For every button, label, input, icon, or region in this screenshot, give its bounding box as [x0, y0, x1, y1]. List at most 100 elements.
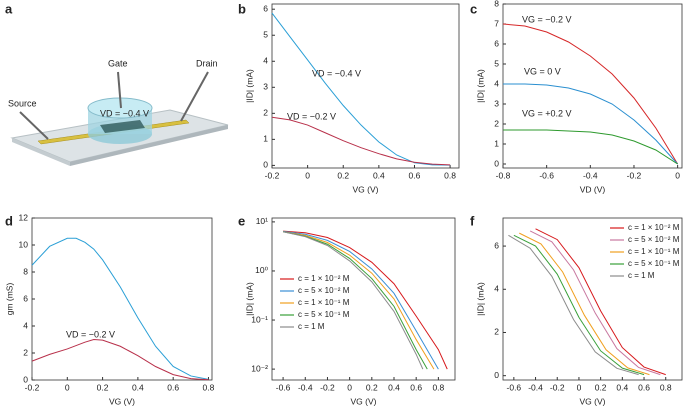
- x-tick-label: 0.8: [203, 382, 215, 392]
- curve-annotation: VD = −0.4 V: [100, 108, 149, 118]
- data-line: [31, 237, 209, 380]
- y-axis-label: gm (mS): [4, 283, 14, 316]
- x-tick-label: -0.8: [496, 170, 511, 180]
- substrate-edge: [12, 138, 70, 166]
- y-tick-label: 0: [494, 158, 499, 168]
- y-tick-label: 2: [494, 118, 499, 128]
- data-line: [283, 231, 435, 370]
- x-axis-label: VG (V): [353, 184, 379, 194]
- x-tick-label: 0.6: [167, 382, 179, 392]
- panel-letter: c: [470, 1, 477, 16]
- x-axis-label: VG (V): [351, 396, 377, 406]
- data-line: [513, 234, 645, 376]
- y-tick-label: 4: [263, 56, 268, 66]
- x-tick-label: -0.6: [507, 382, 522, 392]
- x-tick-label: 0: [675, 170, 680, 180]
- data-line: [271, 116, 451, 166]
- legend-label: c = 5 × 10⁻² M: [298, 286, 350, 295]
- data-line: [31, 338, 209, 381]
- y-tick-label: 2: [494, 327, 499, 337]
- x-tick-label: 0.2: [337, 170, 349, 180]
- x-tick-label: -0.6: [276, 382, 291, 392]
- x-tick-label: 0.2: [97, 382, 109, 392]
- panel-letter: e: [238, 213, 245, 228]
- x-tick-label: 0.6: [410, 382, 422, 392]
- y-axis-label: |ID| (mA): [475, 282, 485, 316]
- data-line: [503, 83, 679, 165]
- device-label: Source: [8, 98, 37, 108]
- data-line: [535, 228, 666, 376]
- x-tick-label: 0.4: [388, 382, 400, 392]
- y-tick-label: 3: [263, 82, 268, 92]
- data-line: [282, 231, 424, 370]
- legend-label: c = 1 × 10⁻² M: [298, 274, 350, 283]
- device-label: Drain: [196, 58, 218, 68]
- legend-label: c = 5 × 10⁻² M: [628, 235, 680, 244]
- y-tick-label: 5: [263, 29, 268, 39]
- y-tick-label: 2: [263, 108, 268, 118]
- x-axis-label: VG (V): [580, 396, 606, 406]
- x-tick-label: 0.2: [366, 382, 378, 392]
- y-tick-label: 6: [494, 240, 499, 250]
- x-tick-label: -0.2: [550, 382, 565, 392]
- legend-label: c = 1 × 10⁻² M: [628, 223, 680, 232]
- data-line: [271, 12, 451, 166]
- curve-annotation: VG = −0.2 V: [522, 14, 572, 24]
- x-tick-label: 0: [65, 382, 70, 392]
- x-tick-label: 0.2: [595, 382, 607, 392]
- data-line: [508, 234, 639, 376]
- y-tick-label: 12: [19, 212, 29, 222]
- curve-annotation: VD = −0.2 V: [66, 329, 115, 339]
- data-line: [502, 23, 679, 165]
- x-axis-label: VD (V): [580, 184, 606, 194]
- curve-annotation: VG = 0 V: [524, 66, 561, 76]
- panel-letter: d: [5, 213, 13, 228]
- x-tick-label: 0.6: [638, 382, 650, 392]
- x-tick-label: 0.8: [432, 382, 444, 392]
- legend-label: c = 1 M: [298, 322, 325, 331]
- curve-annotation: VD = −0.2 V: [287, 111, 336, 121]
- legend-label: c = 5 × 10⁻¹ M: [628, 259, 680, 268]
- x-tick-label: -0.2: [320, 382, 335, 392]
- x-tick-label: 0.8: [444, 170, 456, 180]
- y-tick-label: 10⁻²: [251, 363, 268, 373]
- plot-frame: [502, 3, 683, 169]
- x-tick-label: -0.2: [627, 170, 642, 180]
- panel-letter: f: [470, 213, 475, 228]
- y-tick-label: 3: [494, 98, 499, 108]
- y-axis-label: |ID| (mA): [244, 69, 254, 103]
- y-tick-label: 6: [494, 38, 499, 48]
- x-tick-label: -0.2: [265, 170, 280, 180]
- drain-probe: [180, 71, 209, 122]
- legend-label: c = 1 × 10⁻¹ M: [298, 298, 350, 307]
- y-tick-label: 4: [494, 284, 499, 294]
- legend-label: c = 1 M: [628, 271, 655, 280]
- source-probe: [19, 111, 49, 140]
- y-axis-label: |ID| (mA): [475, 69, 485, 103]
- x-axis-label: VG (V): [109, 396, 135, 406]
- plot-frame: [271, 3, 460, 169]
- panel-letter: b: [238, 1, 246, 16]
- y-tick-label: 7: [494, 18, 499, 28]
- y-tick-label: 8: [23, 266, 28, 276]
- y-tick-label: 5: [494, 58, 499, 68]
- plot-frame: [271, 217, 456, 381]
- y-tick-label: 1: [494, 138, 499, 148]
- x-tick-label: -0.2: [25, 382, 40, 392]
- data-line: [519, 232, 650, 376]
- y-tick-label: 10¹: [256, 216, 268, 226]
- gate-probe: [117, 71, 122, 109]
- y-tick-label: 0: [494, 370, 499, 380]
- substrate-edge: [70, 125, 228, 166]
- y-tick-label: 0: [23, 374, 28, 384]
- y-tick-label: 8: [494, 0, 499, 8]
- x-tick-label: 0: [347, 382, 352, 392]
- legend-label: c = 1 × 10⁻¹ M: [628, 247, 680, 256]
- x-tick-label: 0: [577, 382, 582, 392]
- y-tick-label: 10⁻¹: [251, 314, 268, 324]
- y-tick-label: 10: [19, 239, 29, 249]
- y-tick-label: 6: [263, 3, 268, 13]
- device-label: Gate: [108, 58, 128, 68]
- y-tick-label: 0: [263, 160, 268, 170]
